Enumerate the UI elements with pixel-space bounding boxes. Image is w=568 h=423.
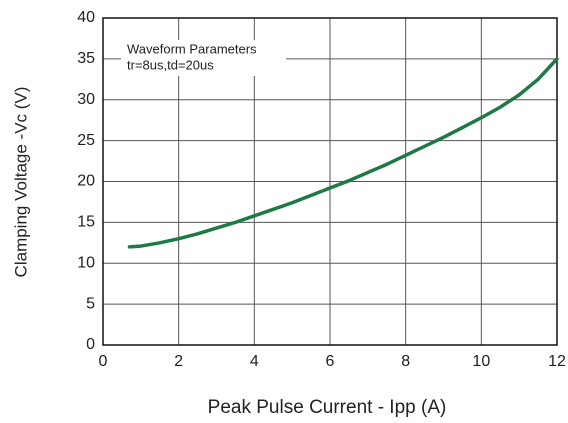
annotation: Waveform Parameters: [127, 41, 257, 56]
annotation: tr=8us,td=20us: [127, 57, 214, 72]
x-tick-label: 12: [548, 353, 566, 370]
y-tick-label: 35: [77, 50, 95, 67]
y-tick-label: 5: [86, 295, 95, 312]
annotation-box: [121, 40, 286, 76]
line-series: [127, 57, 559, 249]
y-tick-label: 0: [86, 336, 95, 353]
plot-frame: [102, 17, 558, 346]
x-axis-label: Peak Pulse Current - Ipp (A): [208, 397, 447, 418]
x-tick-label: 6: [326, 353, 335, 370]
y-axis-label: Clamping Voltage -Vc (V): [11, 87, 30, 278]
y-tick-label: 10: [77, 254, 95, 271]
y-tick-label: 40: [77, 9, 95, 26]
y-tick-label: 30: [77, 91, 95, 108]
y-tick-label: 15: [77, 214, 95, 231]
x-tick-label: 10: [472, 353, 490, 370]
x-tick-label: 2: [174, 353, 183, 370]
x-tick-label: 4: [250, 353, 259, 370]
y-tick-label: 20: [77, 173, 95, 190]
y-tick-label: 25: [77, 132, 95, 149]
x-tick-label: 8: [401, 353, 410, 370]
x-tick-label: 0: [99, 353, 108, 370]
